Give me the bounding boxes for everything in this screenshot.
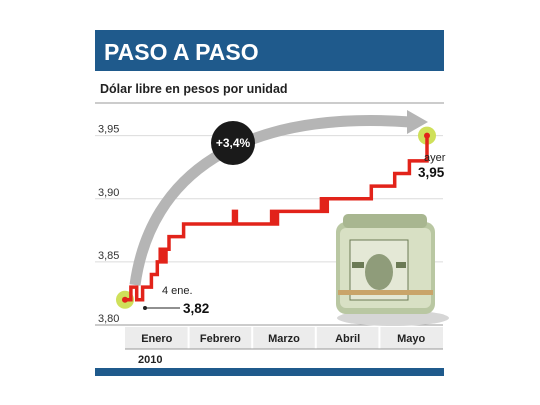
year-label: 2010	[138, 354, 162, 366]
change-badge-text: +3,4%	[216, 136, 251, 150]
header-banner	[95, 30, 444, 71]
trend-arrow	[129, 115, 411, 286]
y-tick-label: 3,90	[98, 187, 119, 199]
x-tick-label: Abril	[335, 333, 360, 345]
change-badge	[211, 121, 255, 165]
header-title: PASO A PASO	[104, 39, 259, 65]
y-tick-label: 3,80	[98, 313, 119, 325]
y-tick-label: 3,95	[98, 124, 119, 136]
end-point-marker	[424, 132, 430, 139]
y-axis: 3,80 3,85 3,90 3,95	[98, 124, 119, 325]
start-leader-dot	[143, 306, 147, 310]
money-roll-image	[336, 214, 449, 326]
y-tick-label: 3,85	[98, 250, 119, 262]
chart-subtitle: Dólar libre en pesos por unidad	[100, 82, 288, 96]
x-tick-label: Febrero	[200, 333, 241, 345]
footer-bar	[95, 368, 444, 376]
start-point-marker	[122, 296, 128, 303]
series-line	[125, 135, 429, 302]
x-tick-label: Mayo	[397, 333, 425, 345]
start-date-label: 4 ene.	[162, 285, 193, 297]
start-value-label: 3,82	[183, 301, 209, 316]
trend-arrowhead	[407, 110, 428, 134]
month-band	[125, 327, 443, 349]
end-value-label: 3,95	[418, 165, 445, 180]
x-tick-label: Enero	[141, 333, 172, 345]
month-labels: Enero Febrero Marzo Abril Mayo	[141, 327, 426, 349]
x-tick-label: Marzo	[268, 333, 300, 345]
series-layer	[116, 126, 436, 309]
end-date-label: ayer	[424, 152, 446, 164]
